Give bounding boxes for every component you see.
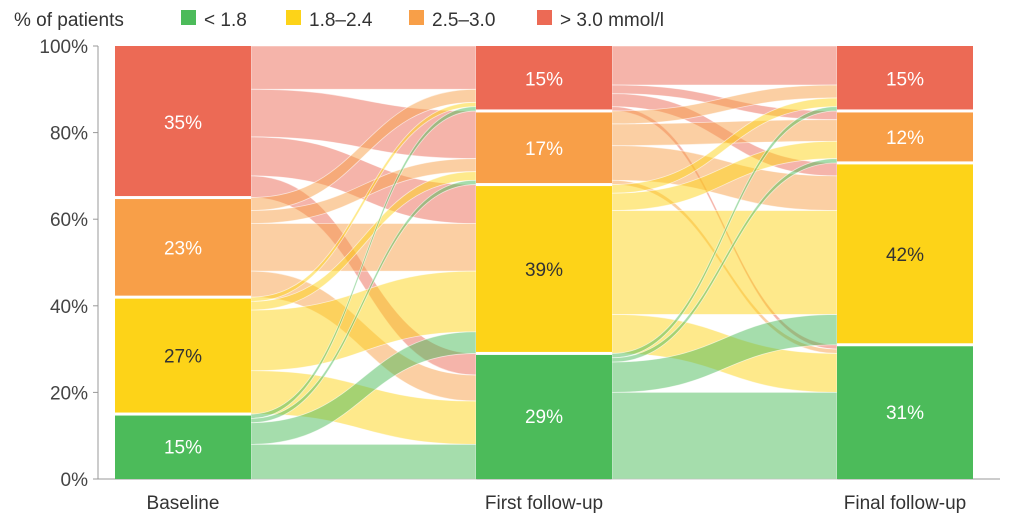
flow-lt18-to-gt30 [250,106,477,419]
bar-segment-b1824 [837,164,973,344]
data-label: 15% [525,69,563,90]
y-axis-label: % of patients [14,10,124,31]
legend-items: < 1.8 1.8–2.4 2.5–3.0 > 3.0 mmol/l [181,10,664,31]
data-label: 15% [886,69,924,90]
y-tick-label: 60% [50,210,88,231]
data-label: 31% [886,403,924,424]
flow-lt18-to-lt18 [250,443,477,480]
flow-lt18-to-b2530 [611,158,838,363]
legend: % of patients < 1.8 1.8–2.4 2.5–3.0 > 3.0 m… [14,10,664,31]
legend-item-gt30: > 3.0 mmol/l [537,10,664,31]
legend-label: 2.5–3.0 [432,10,495,31]
x-category-label: First follow-up [485,493,603,514]
legend-swatch [181,10,196,25]
data-label: 23% [164,238,202,259]
legend-label: > 3.0 mmol/l [560,10,664,31]
stage-bar-2: 31% 42% 12% 15% [837,46,973,479]
bar-segment-b2530 [115,199,251,296]
flow-gt30-to-gt30 [250,45,477,90]
legend-item-b1824: 1.8–2.4 [286,10,373,31]
data-label: 27% [164,347,202,368]
flows [250,45,838,480]
bar-segment-b2530 [837,112,973,162]
y-tick-label: 20% [50,383,88,404]
legend-label: 1.8–2.4 [309,10,373,31]
legend-swatch [409,10,424,25]
y-tick-label: 100% [39,37,88,58]
flow-lt18-to-lt18 [611,392,838,480]
legend-swatch [286,10,301,25]
legend-item-b2530: 2.5–3.0 [409,10,495,31]
bar-segment-b2530 [476,112,612,184]
bar-segment-gt30 [837,46,973,110]
flow-lt18-to-b1824 [250,331,477,445]
bar-segment-lt18 [476,354,612,479]
flow-lt18-to-b2530 [250,179,477,424]
data-label: 12% [886,128,924,149]
data-label: 42% [886,245,924,266]
legend-item-lt18: < 1.8 [181,10,247,31]
x-axis-categories: Baseline First follow-up Final follow-up [147,493,967,514]
legend-swatch [537,10,552,25]
bar-segment-lt18 [837,346,973,479]
data-label: 35% [164,113,202,134]
y-tick-label: 80% [50,124,88,145]
flow-gt30-to-gt30 [611,45,838,86]
stacked-bars: 15% 27% 23% 35% 29% 39% 17% 15% 31% 42% 12% 15% [115,46,973,479]
x-category-label: Baseline [147,493,220,514]
bar-segment-gt30 [115,46,251,197]
y-tick-label: 40% [50,297,88,318]
bar-segment-b1824 [115,298,251,413]
bar-segment-lt18 [115,415,251,479]
stage-bar-1: 29% 39% 17% 15% [476,46,612,479]
bar-segment-gt30 [476,46,612,110]
stage-bar-0: 15% 27% 23% 35% [115,46,251,479]
y-tick-label: 0% [61,470,89,491]
data-label: 29% [525,407,563,428]
bar-segment-b1824 [476,186,612,352]
legend-label: < 1.8 [204,10,247,31]
x-category-label: Final follow-up [844,493,967,514]
data-label: 39% [525,260,563,281]
data-label: 15% [164,438,202,459]
flow-lt18-to-gt30 [611,106,838,359]
data-label: 17% [525,139,563,160]
flow-lt18-to-b1824 [611,314,838,393]
